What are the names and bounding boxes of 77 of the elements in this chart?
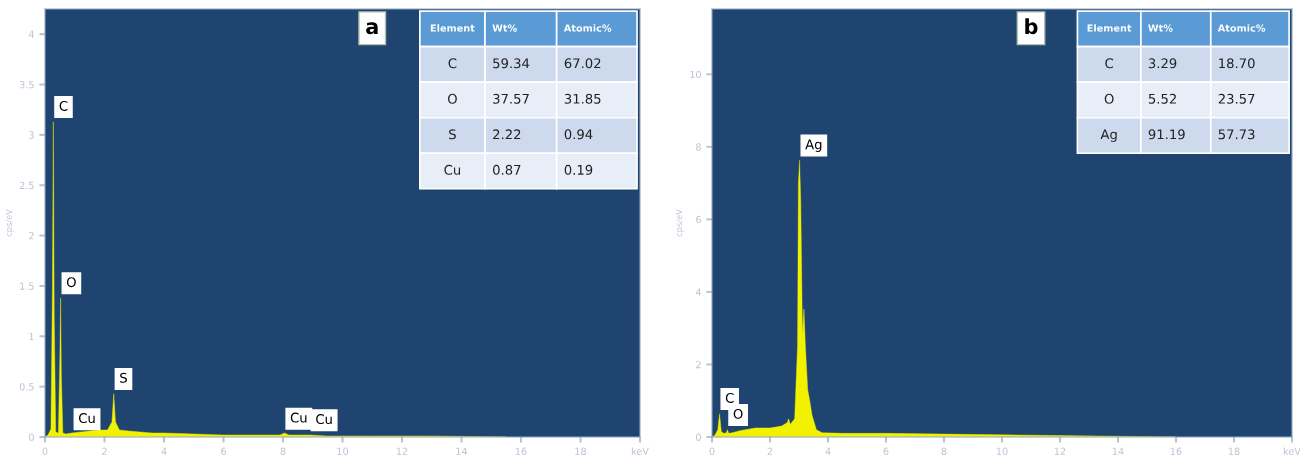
annotation: Element bbox=[1087, 24, 1132, 32]
y-tick-label: 1 bbox=[29, 332, 34, 340]
annotation: C bbox=[448, 58, 457, 69]
annotation: Cu bbox=[78, 413, 95, 424]
annotation: 5.52 bbox=[1148, 93, 1176, 104]
annotation: Wt% bbox=[492, 24, 517, 32]
annotation: C bbox=[725, 392, 734, 403]
annotation: a bbox=[366, 22, 378, 35]
annotation: Ag bbox=[805, 139, 822, 152]
x-tick-label: 14 bbox=[1112, 447, 1124, 455]
x-tick-label: 0 bbox=[709, 447, 715, 455]
x-tick-label: 4 bbox=[161, 447, 167, 455]
x-tick-label: 18 bbox=[1228, 447, 1240, 455]
annotation: O bbox=[1104, 93, 1114, 104]
annotation: Atomic% bbox=[563, 24, 612, 32]
annotation: C bbox=[1105, 58, 1114, 69]
y-tick-label: 1.5 bbox=[20, 282, 34, 290]
y-tick-label: 2.5 bbox=[19, 181, 34, 190]
y-tick-label: 3.5 bbox=[19, 81, 34, 89]
x-tick-label: 8 bbox=[941, 447, 947, 455]
annotation: 2.22 bbox=[493, 129, 521, 140]
annotation: S bbox=[449, 129, 456, 140]
annotation: S bbox=[120, 372, 127, 383]
annotation: 57.73 bbox=[1218, 129, 1255, 140]
y-tick-label: 0.5 bbox=[19, 383, 34, 391]
annotation: Cu bbox=[290, 412, 307, 423]
x-tick-label: 10 bbox=[337, 447, 349, 455]
annotation: O bbox=[447, 93, 457, 104]
y-tick-label: 4 bbox=[28, 30, 35, 38]
annotation: 3.29 bbox=[1148, 58, 1177, 69]
annotation: Cu bbox=[444, 164, 461, 175]
x-tick-label: 16 bbox=[515, 447, 527, 455]
annotation: 0.19 bbox=[564, 164, 593, 175]
y-tick-label: 0 bbox=[29, 433, 34, 441]
annotation: 0.94 bbox=[564, 129, 593, 140]
x-tick-label: 14 bbox=[456, 447, 468, 455]
x-tick-label: 12 bbox=[396, 447, 408, 455]
annotation: 23.57 bbox=[1218, 93, 1255, 104]
x-tick-label: 18 bbox=[575, 447, 587, 455]
x-tick-label: 8 bbox=[280, 447, 286, 455]
annotation: 59.34 bbox=[493, 58, 530, 69]
x-tick-label: 2 bbox=[102, 447, 107, 455]
annotation: 91.19 bbox=[1148, 129, 1185, 140]
y-tick-label: 4 bbox=[695, 288, 702, 296]
y-tick-label: 2 bbox=[696, 360, 701, 369]
y-axis-title: cps/eV bbox=[5, 209, 14, 237]
annotation: Wt% bbox=[1148, 24, 1173, 32]
annotation: O bbox=[733, 408, 743, 419]
x-tick-label: 4 bbox=[825, 447, 831, 455]
annotation: Ag bbox=[1100, 129, 1117, 142]
annotation: O bbox=[66, 277, 76, 288]
y-tick-label: 6 bbox=[696, 215, 701, 224]
annotation: Element bbox=[430, 24, 475, 32]
y-tick-label: 10 bbox=[690, 70, 701, 79]
x-tick-label: 2 bbox=[767, 447, 773, 455]
y-tick-label: 0 bbox=[696, 433, 701, 441]
annotation: b bbox=[1025, 18, 1038, 35]
annotation: 67.02 bbox=[564, 58, 601, 69]
annotation: Atomic% bbox=[1217, 24, 1266, 32]
x-tick-label: keV bbox=[1283, 447, 1300, 455]
annotation: C bbox=[59, 100, 68, 111]
x-tick-label: 0 bbox=[42, 447, 48, 455]
annotation: 0.87 bbox=[493, 164, 521, 175]
x-tick-label: keV bbox=[631, 447, 649, 455]
x-tick-label: 16 bbox=[1170, 447, 1182, 455]
annotation: 18.70 bbox=[1219, 58, 1255, 69]
x-tick-label: 12 bbox=[1054, 447, 1066, 455]
y-tick-label: 8 bbox=[696, 143, 701, 151]
y-axis-title: cps/eV bbox=[675, 209, 684, 237]
y-tick-label: 2 bbox=[29, 232, 34, 240]
annotation: 37.57 bbox=[493, 93, 529, 104]
x-tick-label: 6 bbox=[221, 447, 226, 455]
annotation: Cu bbox=[316, 414, 332, 425]
x-tick-label: 6 bbox=[883, 447, 889, 455]
x-tick-label: 10 bbox=[996, 447, 1008, 455]
y-tick-label: 3 bbox=[29, 131, 34, 139]
annotation: 31.85 bbox=[564, 93, 601, 104]
